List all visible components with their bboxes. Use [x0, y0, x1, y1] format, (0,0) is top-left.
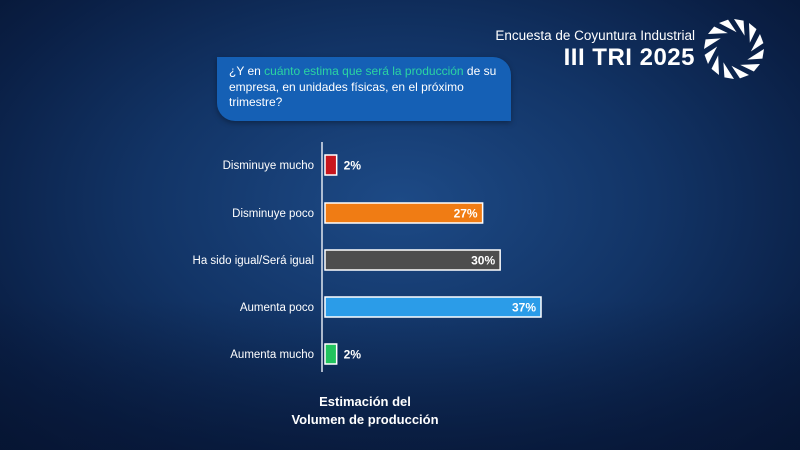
logo-segment [740, 64, 760, 72]
logo-segment [734, 19, 745, 36]
bar [324, 296, 542, 318]
caption-line-2: Volumen de producción [291, 412, 439, 427]
logo-segment [708, 26, 728, 34]
survey-period: III TRI 2025 [563, 44, 695, 71]
bar [324, 343, 338, 365]
logo-segment [704, 46, 718, 64]
value-label: 2% [344, 348, 362, 362]
value-label: 30% [471, 254, 495, 268]
bar [324, 249, 501, 271]
logo-segment [749, 23, 757, 43]
question-highlight: cuánto estima que será la producción [264, 64, 464, 78]
bar [324, 202, 484, 224]
category-label: Ha sido igual/Será igual [193, 255, 314, 267]
chart-caption: Estimación del Volumen de producción [265, 393, 465, 429]
category-label: Disminuye mucho [223, 160, 314, 172]
logo-segment [719, 19, 737, 33]
value-label: 27% [454, 207, 478, 221]
background-floor [0, 300, 800, 450]
question-suffix: de su empresa, en unidades físicas, en e… [229, 64, 497, 109]
category-label: Disminuye poco [232, 208, 314, 220]
category-label: Aumenta mucho [230, 349, 314, 361]
value-label: 2% [344, 159, 362, 173]
survey-title: Encuesta de Coyuntura Industrial [495, 28, 695, 43]
bar [324, 154, 338, 176]
logo-segment [750, 34, 764, 52]
value-label: 37% [512, 301, 536, 315]
logo-segment [711, 55, 719, 75]
caption-line-1: Estimación del [319, 394, 411, 409]
question-prefix: ¿Y en [229, 64, 265, 78]
logo-segment [731, 65, 749, 79]
organization-logo-icon [704, 19, 764, 79]
category-label: Aumenta poco [240, 302, 314, 314]
logo-segment [723, 62, 734, 79]
question-box: ¿Y en cuánto estima que será la producci… [217, 57, 511, 121]
